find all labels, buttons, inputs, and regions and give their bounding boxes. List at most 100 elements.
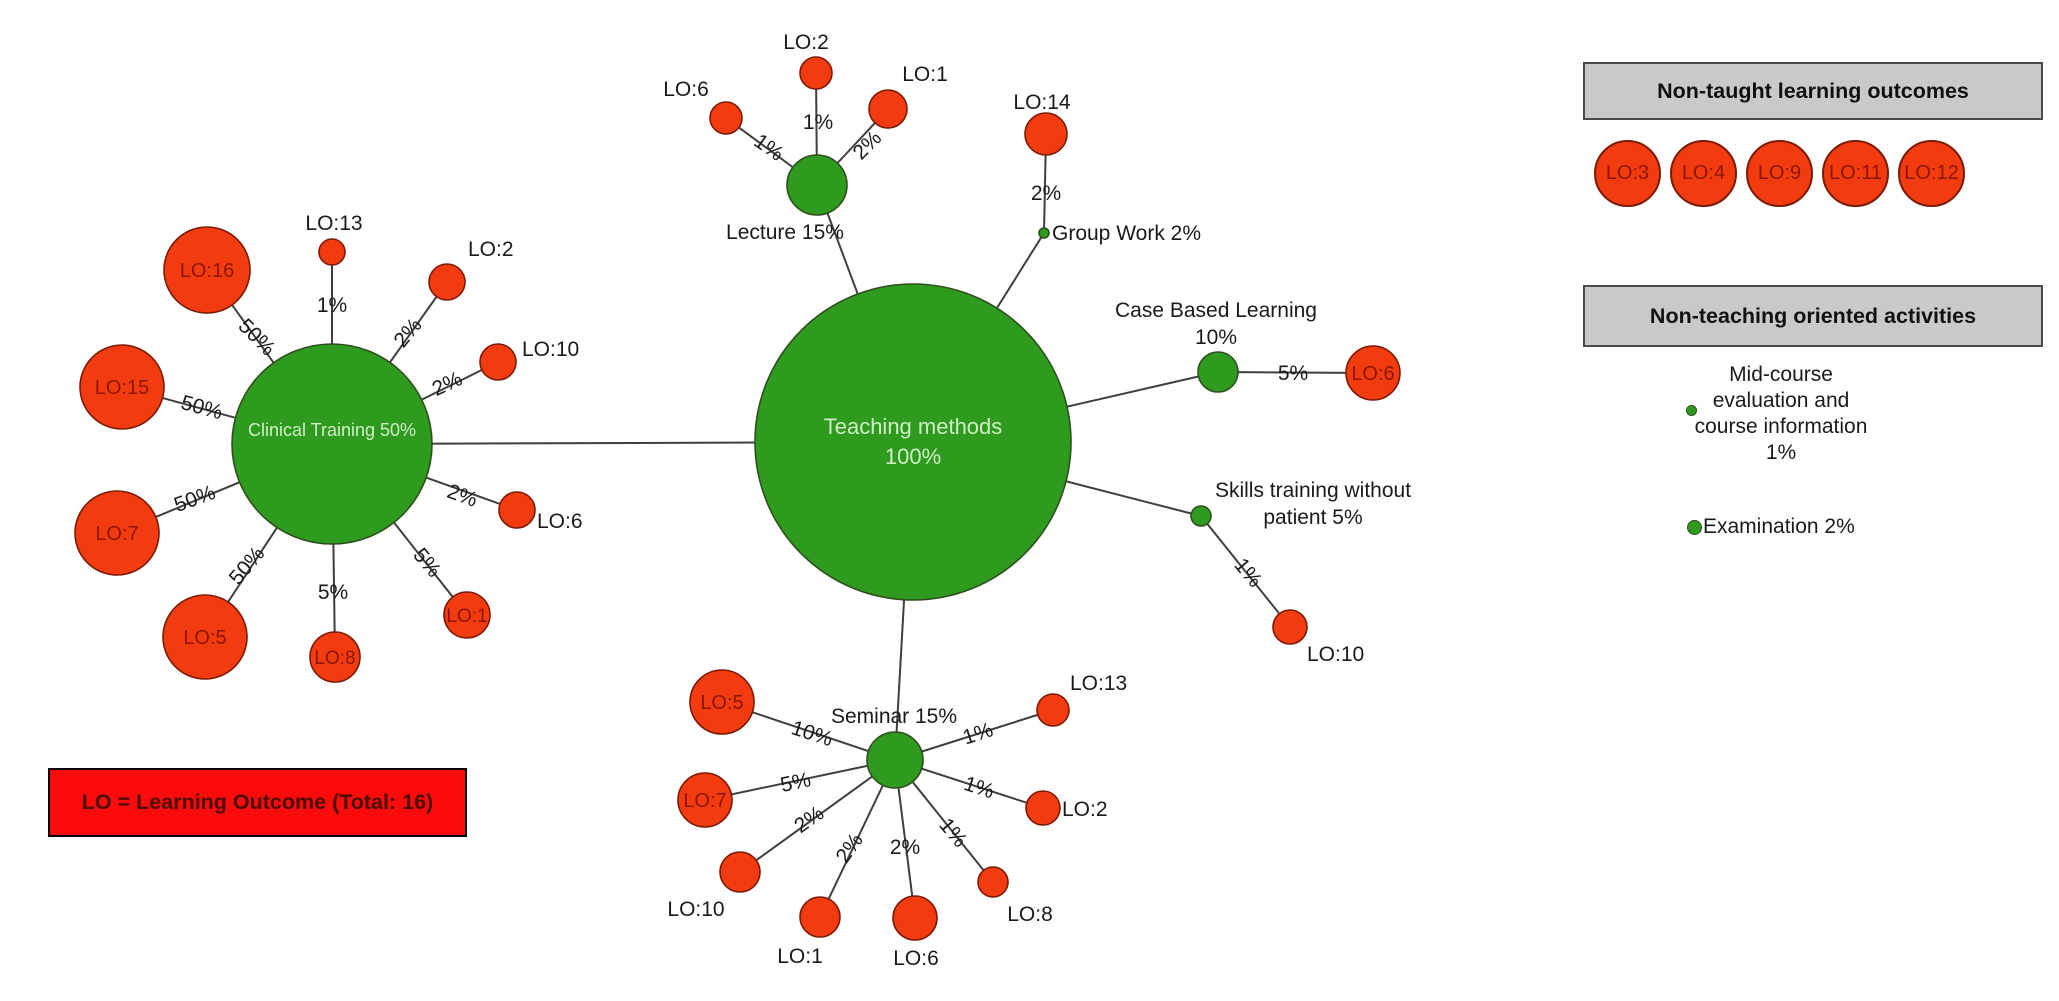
label-clinical-lo16: LO:16	[180, 260, 234, 282]
edge-seminar-seminar-lo7	[704, 759, 896, 801]
node-seminar-lo7	[677, 772, 733, 828]
label-clinical-lo10: LO:10	[522, 338, 579, 361]
node-seminar-lo10	[719, 851, 761, 893]
node-skills-training	[1190, 505, 1212, 527]
examination-dot-icon	[1687, 519, 1702, 535]
label-skills-lo10: LO:10	[1307, 643, 1364, 666]
node-clinical-lo6	[498, 491, 536, 529]
node-clinical-training	[231, 343, 433, 545]
label-seminar-lo6: LO:6	[893, 947, 939, 970]
non-taught-outcome-lo12: LO:12	[1898, 140, 1965, 207]
legend-box: LO = Learning Outcome (Total: 16)	[48, 768, 467, 837]
edge-label-clinical-training-clinical-lo8: 5%	[318, 581, 348, 604]
node-case-based-learning	[1197, 351, 1239, 393]
label-seminar-lo2: LO:2	[1062, 798, 1108, 821]
node-lecture-lo2	[799, 56, 833, 90]
label-case-lo6: LO:6	[1351, 363, 1394, 385]
edge-label-clinical-training-clinical-lo1: 5%	[408, 544, 445, 582]
edge-label-clinical-training-clinical-lo15: 50%	[178, 391, 225, 424]
node-clinical-lo2	[428, 263, 466, 301]
node-seminar-lo6	[892, 895, 938, 941]
label-clinical-lo13: LO:13	[305, 212, 362, 235]
label-clinical-lo15: LO:15	[95, 377, 149, 399]
edge-seminar-seminar-lo1	[819, 759, 896, 918]
label-lecture: Lecture 15%	[726, 221, 844, 244]
node-teaching-methods	[754, 283, 1072, 601]
label-clinical-lo7: LO:7	[95, 523, 138, 545]
edge-label-clinical-training-clinical-lo7: 50%	[171, 481, 218, 517]
node-seminar-lo1	[799, 896, 841, 938]
edge-label-seminar-seminar-lo7: 5%	[778, 768, 812, 797]
label-case-based-learning: Case Based Learning 10%	[1115, 299, 1317, 349]
activity-midcourse-label: Mid-course evaluation and course informa…	[1651, 362, 1911, 466]
node-clinical-lo1	[443, 591, 491, 639]
edge-label-group-work-group-lo14: 2%	[1031, 182, 1061, 205]
non-taught-outcome-lo3: LO:3	[1594, 140, 1661, 207]
examination-label: Examination 2%	[1703, 515, 1855, 538]
midcourse-line-1: Mid-course	[1729, 363, 1833, 386]
label-lecture-lo6: LO:6	[663, 78, 709, 101]
edge-label-seminar-seminar-lo8: 1%	[934, 814, 971, 852]
label-group-lo14: LO:14	[1013, 91, 1071, 114]
non-taught-outcome-lo9: LO:9	[1746, 140, 1813, 207]
node-clinical-lo8	[309, 631, 361, 683]
label-lecture-lo1: LO:1	[902, 63, 948, 86]
edge-label-clinical-training-clinical-lo6: 2%	[444, 480, 480, 512]
edge-label-clinical-training-clinical-lo16: 50%	[234, 314, 280, 360]
node-clinical-lo13	[318, 238, 346, 266]
node-case-lo6	[1345, 345, 1401, 401]
label-skills-training: Skills training without patient 5%	[1215, 479, 1411, 529]
non-taught-outcome-lo11: LO:11	[1822, 140, 1889, 207]
label-seminar: Seminar 15%	[831, 705, 957, 728]
node-skills-lo10	[1272, 609, 1308, 645]
midcourse-line-4: 1%	[1765, 441, 1797, 464]
non-taught-outcomes-row: LO:3 LO:4 LO:9 LO:11 LO:12	[1594, 140, 1965, 207]
edge-label-seminar-seminar-lo1: 2%	[832, 829, 868, 867]
edge-label-seminar-seminar-lo13: 1%	[960, 718, 996, 749]
non-taught-outcome-lo4: LO:4	[1670, 140, 1737, 207]
node-clinical-lo15	[79, 344, 165, 430]
node-clinical-lo16	[163, 226, 251, 314]
label-teaching-methods: Teaching methods 100%	[824, 414, 1003, 469]
label-seminar-lo1: LO:1	[777, 945, 823, 968]
node-seminar	[866, 731, 924, 789]
label-clinical-lo1: LO:1	[446, 606, 487, 627]
label-clinical-lo6: LO:6	[537, 510, 583, 533]
non-taught-panel-header: Non-taught learning outcomes	[1583, 62, 2043, 120]
edge-seminar-seminar-lo10	[739, 759, 896, 873]
edge-label-seminar-seminar-lo6: 2%	[890, 836, 920, 859]
midcourse-dot-icon	[1686, 405, 1697, 416]
node-group-work	[1038, 227, 1050, 239]
edge-label-case-based-learning-case-lo6: 5%	[1278, 362, 1308, 385]
label-group-work: Group Work 2%	[1052, 222, 1201, 245]
node-group-lo14	[1024, 112, 1068, 156]
label-clinical-lo5: LO:5	[183, 627, 226, 649]
activity-examination: Examination 2%	[1687, 514, 1855, 540]
label-seminar-lo5: LO:5	[700, 692, 743, 714]
node-seminar-lo13	[1036, 693, 1070, 727]
node-lecture-lo1	[868, 89, 908, 129]
node-lecture-lo6	[709, 101, 743, 135]
label-seminar-lo10: LO:10	[667, 898, 724, 921]
edge-label-clinical-training-clinical-lo10: 2%	[429, 367, 466, 401]
edge-label-clinical-training-clinical-lo13: 1%	[317, 294, 347, 317]
label-seminar-lo8: LO:8	[1007, 903, 1053, 926]
non-teaching-panel-header: Non-teaching oriented activities	[1583, 285, 2043, 347]
node-clinical-lo7	[74, 490, 160, 576]
node-seminar-lo8	[977, 866, 1009, 898]
label-lecture-lo2: LO:2	[783, 31, 829, 54]
label-seminar-lo13: LO:13	[1070, 672, 1127, 695]
edge-skills-training-skills-lo10	[1200, 515, 1291, 628]
midcourse-line-2: evaluation and	[1712, 389, 1850, 412]
label-clinical-training: Clinical Training 50%	[248, 420, 416, 440]
label-clinical-lo2: LO:2	[468, 238, 514, 261]
edge-label-seminar-seminar-lo2: 1%	[961, 772, 997, 803]
node-lecture	[786, 154, 848, 216]
node-clinical-lo10	[479, 343, 517, 381]
midcourse-line-3: course information	[1694, 415, 1868, 438]
label-clinical-lo8: LO:8	[314, 648, 355, 669]
edge-label-lecture-lecture-lo1: 2%	[849, 127, 887, 165]
label-seminar-lo7: LO:7	[683, 790, 726, 812]
